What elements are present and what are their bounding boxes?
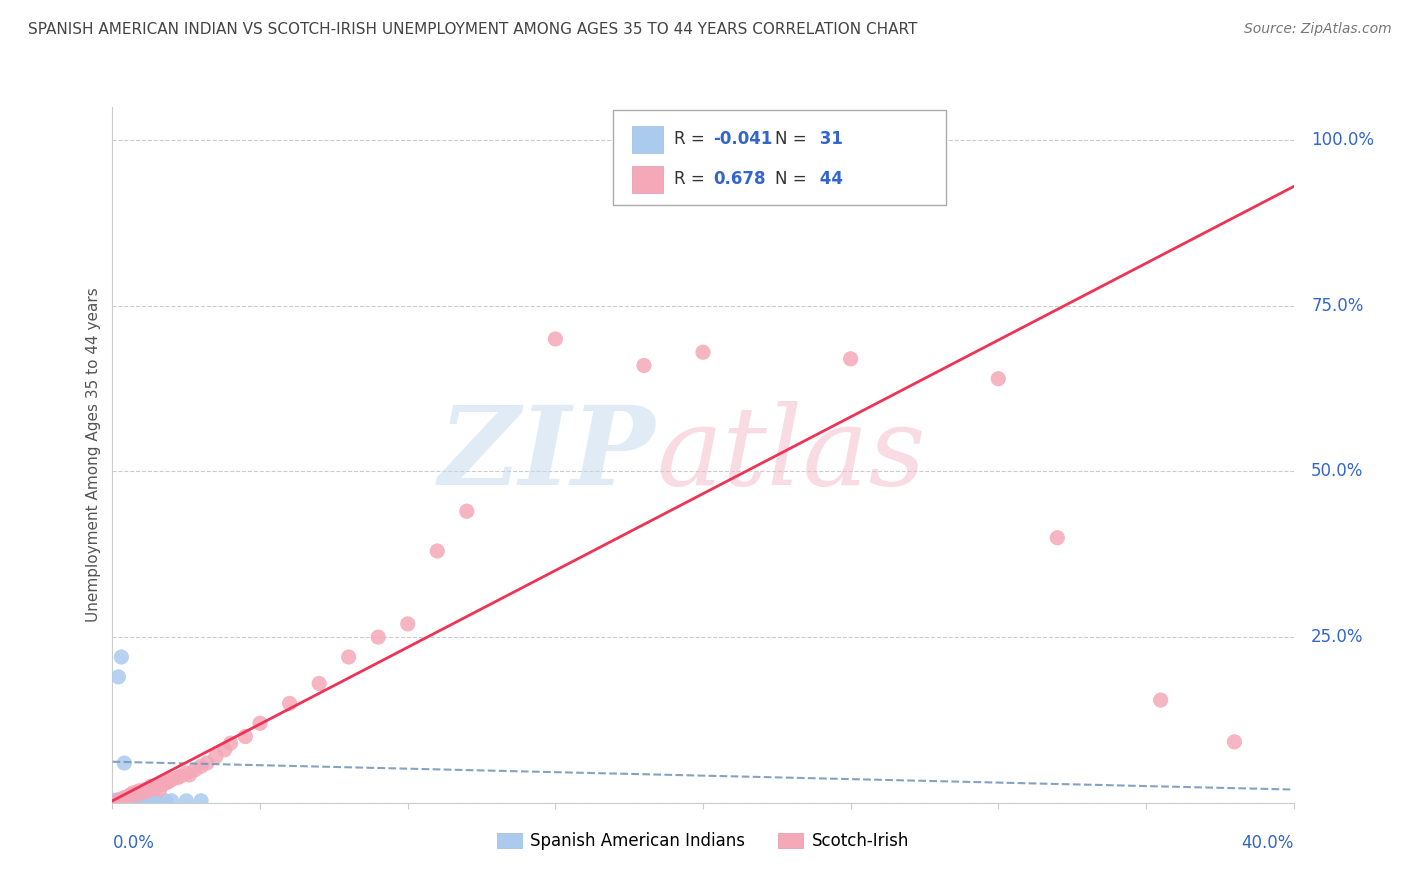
- Point: [128, 794, 150, 808]
- Point: [1150, 693, 1173, 707]
- Point: [122, 794, 145, 808]
- Text: N =: N =: [775, 170, 811, 188]
- Point: [233, 730, 256, 744]
- Text: 0.0%: 0.0%: [112, 834, 155, 852]
- Text: atlas: atlas: [655, 401, 925, 508]
- Point: [128, 784, 150, 798]
- Point: [122, 793, 145, 807]
- Point: [179, 768, 201, 782]
- Point: [195, 756, 218, 770]
- Point: [160, 794, 183, 808]
- Point: [190, 759, 212, 773]
- Text: ZIP: ZIP: [439, 401, 655, 508]
- Point: [136, 793, 159, 807]
- Text: SPANISH AMERICAN INDIAN VS SCOTCH-IRISH UNEMPLOYMENT AMONG AGES 35 TO 44 YEARS C: SPANISH AMERICAN INDIAN VS SCOTCH-IRISH …: [28, 22, 918, 37]
- Point: [157, 774, 180, 789]
- Point: [122, 792, 145, 806]
- Point: [152, 777, 174, 791]
- Point: [134, 782, 156, 797]
- Point: [120, 788, 142, 802]
- Point: [155, 794, 177, 808]
- Point: [125, 788, 148, 802]
- Point: [139, 779, 162, 793]
- Text: 50.0%: 50.0%: [1312, 462, 1364, 481]
- Point: [117, 794, 138, 808]
- Point: [1046, 531, 1069, 545]
- Text: N =: N =: [775, 130, 811, 148]
- Text: 100.0%: 100.0%: [1312, 131, 1374, 149]
- Point: [367, 630, 389, 644]
- Point: [117, 793, 138, 807]
- Point: [337, 650, 360, 665]
- Point: [110, 794, 132, 808]
- Point: [125, 793, 148, 807]
- Point: [219, 736, 242, 750]
- Text: R =: R =: [673, 130, 710, 148]
- Point: [146, 794, 169, 808]
- Point: [139, 794, 162, 808]
- Point: [544, 332, 567, 346]
- Point: [107, 793, 129, 807]
- Y-axis label: Unemployment Among Ages 35 to 44 years: Unemployment Among Ages 35 to 44 years: [86, 287, 101, 623]
- Point: [110, 650, 132, 665]
- Point: [174, 766, 197, 780]
- Point: [131, 794, 153, 808]
- Point: [456, 504, 478, 518]
- Point: [146, 779, 169, 793]
- Point: [190, 794, 212, 808]
- Point: [839, 351, 862, 366]
- Point: [120, 794, 142, 808]
- Point: [1223, 735, 1246, 749]
- Point: [117, 793, 138, 807]
- Point: [278, 697, 301, 711]
- Point: [633, 359, 655, 373]
- Point: [110, 792, 132, 806]
- Point: [107, 670, 129, 684]
- Text: 44: 44: [814, 170, 844, 188]
- Text: 25.0%: 25.0%: [1312, 628, 1364, 646]
- Point: [160, 772, 183, 787]
- Text: 0.678: 0.678: [713, 170, 766, 188]
- Text: R =: R =: [673, 170, 710, 188]
- Point: [426, 544, 449, 558]
- Text: Source: ZipAtlas.com: Source: ZipAtlas.com: [1244, 22, 1392, 37]
- Text: 31: 31: [814, 130, 844, 148]
- Point: [166, 771, 188, 785]
- Point: [104, 793, 127, 807]
- Point: [205, 749, 228, 764]
- Text: -0.041: -0.041: [713, 130, 772, 148]
- Point: [112, 794, 135, 808]
- Point: [169, 769, 191, 783]
- Point: [122, 786, 145, 800]
- Text: 40.0%: 40.0%: [1241, 834, 1294, 852]
- Point: [112, 790, 135, 805]
- Point: [987, 372, 1010, 386]
- Point: [131, 793, 153, 807]
- Point: [112, 756, 135, 770]
- Point: [214, 743, 236, 757]
- Point: [396, 616, 419, 631]
- Point: [125, 794, 148, 808]
- Point: [142, 794, 165, 808]
- Point: [136, 784, 159, 798]
- Point: [120, 792, 142, 806]
- Point: [249, 716, 271, 731]
- Point: [184, 763, 207, 777]
- Point: [134, 794, 156, 808]
- Point: [149, 782, 172, 797]
- Point: [692, 345, 714, 359]
- Point: [142, 781, 165, 796]
- Text: 75.0%: 75.0%: [1312, 297, 1364, 315]
- Point: [107, 793, 129, 807]
- Point: [174, 794, 197, 808]
- Point: [131, 786, 153, 800]
- Point: [155, 776, 177, 790]
- Point: [112, 792, 135, 806]
- Point: [308, 676, 330, 690]
- Legend: Spanish American Indians, Scotch-Irish: Spanish American Indians, Scotch-Irish: [491, 826, 915, 857]
